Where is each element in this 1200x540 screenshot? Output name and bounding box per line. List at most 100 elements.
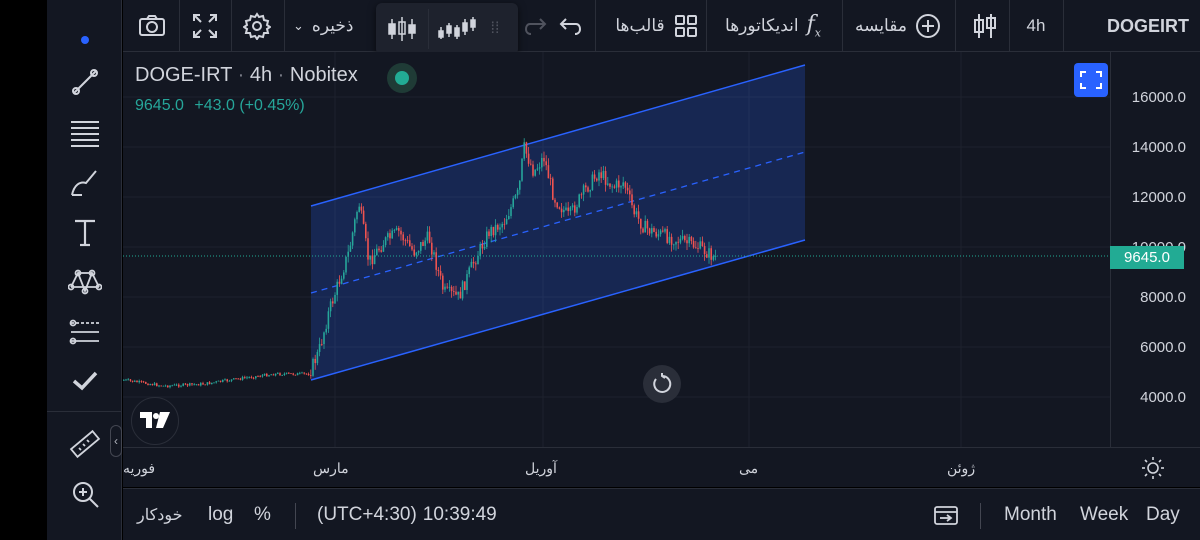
candle-body: [415, 252, 418, 256]
candle-body: [171, 385, 173, 387]
settings-button[interactable]: [232, 0, 282, 52]
candle-body: [395, 228, 398, 230]
candle-body: [629, 190, 631, 195]
prediction-tool[interactable]: [47, 308, 122, 356]
fullscreen-button[interactable]: [180, 0, 230, 52]
fib-tool[interactable]: [47, 108, 122, 156]
candle-body: [527, 153, 530, 164]
price-label: 12000.0: [1131, 189, 1186, 206]
reset-chart-button[interactable]: [643, 365, 681, 403]
chart-legend[interactable]: DOGE-IRT · 4h · Nobitex: [135, 64, 358, 87]
trend-line-tool[interactable]: [47, 58, 122, 106]
save-menu-button[interactable]: ⌄ ذخیره: [285, 0, 375, 52]
time-axis[interactable]: فوریه مارس آوریل می ژوئن: [123, 447, 1200, 487]
undo-button[interactable]: [550, 0, 590, 52]
legend-change-pct: (+0.45%): [239, 97, 305, 114]
candle-body: [149, 384, 151, 386]
status-dot-icon: [395, 71, 409, 85]
candle-body: [624, 182, 627, 188]
channel-lower-line[interactable]: [310, 239, 806, 381]
candle-body: [450, 286, 453, 292]
candle-body: [479, 244, 481, 256]
undo-icon: [559, 18, 581, 35]
candle-body: [365, 223, 367, 239]
chart-type-button[interactable]: [965, 0, 1005, 52]
log-scale-toggle[interactable]: log: [208, 489, 233, 540]
brush-tool[interactable]: [47, 158, 122, 206]
candle-body: [635, 211, 638, 215]
redo-icon: [525, 18, 547, 35]
zoom-tool[interactable]: [47, 470, 122, 518]
cursor-dot-tool[interactable]: [47, 8, 122, 56]
candle-body: [354, 219, 356, 233]
candle-body: [343, 272, 345, 279]
candle-body: [536, 168, 539, 170]
tradingview-logo[interactable]: [131, 397, 179, 445]
candle-body: [708, 248, 710, 258]
candle-body: [312, 358, 314, 376]
candle-body: [497, 224, 499, 230]
candle-body: [301, 372, 303, 374]
interval-button[interactable]: 4h: [1016, 0, 1056, 52]
trend-line-icon: [71, 69, 98, 95]
chart-pane[interactable]: DOGE-IRT · 4h · Nobitex 9645.0 +43.0 (+0…: [123, 52, 1110, 447]
candle-body: [466, 274, 468, 290]
symbol-search-button[interactable]: DOGEIRT: [1098, 0, 1198, 52]
candle-body: [453, 291, 455, 292]
candle-body: [325, 328, 327, 333]
candle-body: [323, 332, 325, 345]
candle-body: [631, 194, 633, 206]
price-chart[interactable]: [123, 52, 1110, 447]
sidebar-collapse-toggle[interactable]: ‹: [110, 425, 122, 457]
templates-button[interactable]: قالب‌ها: [601, 0, 711, 52]
bars-style-button[interactable]: [429, 3, 485, 55]
toolbar-divider: [179, 0, 180, 52]
candle-body: [217, 380, 220, 382]
snapshot-button[interactable]: [127, 0, 177, 52]
redo-button[interactable]: [516, 0, 556, 52]
timezone-clock[interactable]: (UTC+4:30) 10:39:49: [317, 489, 497, 540]
screen-edge: [0, 0, 47, 540]
auto-scale-toggle[interactable]: خودکار: [137, 489, 183, 540]
candle-body: [404, 240, 407, 242]
percent-scale-toggle[interactable]: %: [254, 489, 271, 540]
candle-body: [358, 206, 360, 212]
candle-body: [123, 379, 125, 381]
candle-body: [560, 208, 563, 213]
candle-body: [334, 294, 336, 304]
candle-body: [558, 207, 561, 209]
compare-button[interactable]: مقایسه: [851, 0, 945, 52]
settings-sun-button[interactable]: [1141, 456, 1165, 485]
text-tool[interactable]: [47, 208, 122, 256]
candle-body: [637, 211, 640, 219]
market-status-indicator[interactable]: [387, 63, 417, 93]
candle-body: [246, 377, 248, 379]
candle-body: [125, 379, 127, 381]
range-week-button[interactable]: Week: [1080, 489, 1128, 540]
auto-label: خودکار: [137, 507, 183, 524]
maximize-chart-button[interactable]: [1074, 63, 1108, 97]
pattern-tool[interactable]: [47, 258, 122, 306]
candle-body: [213, 382, 215, 384]
indicators-button[interactable]: اندیکاتورها fx: [713, 0, 833, 52]
range-month-button[interactable]: Month: [1004, 489, 1057, 540]
candle-body: [268, 375, 270, 377]
candle-body: [129, 379, 132, 381]
range-day-button[interactable]: Day: [1146, 489, 1180, 540]
candle-body: [400, 230, 402, 235]
candle-body: [503, 223, 506, 225]
candle-body: [305, 373, 308, 375]
measure-tool[interactable]: [47, 420, 122, 468]
candle-body: [288, 372, 290, 374]
bottom-divider: [980, 503, 981, 529]
drag-handle-icon[interactable]: ⁞⁞: [490, 20, 500, 37]
candle-body: [318, 344, 321, 352]
channel-upper-line[interactable]: [310, 64, 806, 207]
candles-style-button[interactable]: [376, 3, 428, 55]
candle-body: [620, 186, 622, 188]
candle-body: [162, 385, 165, 387]
candle-body: [279, 373, 281, 376]
date-range-button[interactable]: [933, 489, 959, 540]
confirm-tool[interactable]: [47, 356, 122, 404]
candle-body: [173, 384, 176, 386]
